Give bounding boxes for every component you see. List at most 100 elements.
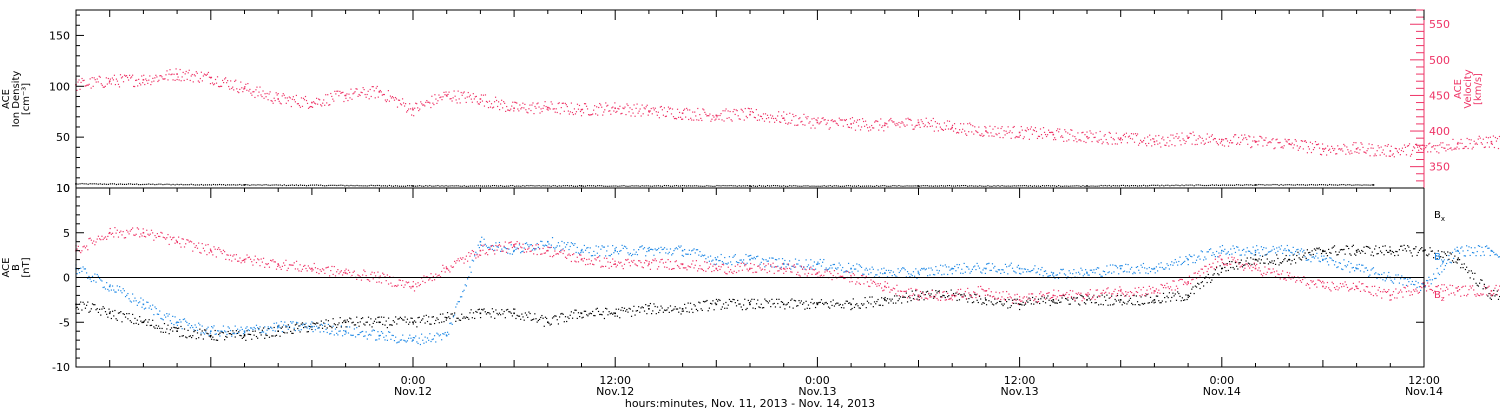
velocity-sample (511, 105, 513, 107)
velocity-sample (218, 86, 221, 88)
bx-sample (804, 308, 806, 310)
bx-sample (301, 322, 304, 324)
bx-sample (740, 306, 742, 308)
velocity-sample (821, 117, 823, 120)
by-sample (668, 251, 670, 253)
bx-sample (1146, 293, 1148, 296)
velocity-sample (1294, 138, 1296, 141)
bx-sample (858, 307, 860, 309)
velocity-sample (1329, 148, 1331, 150)
velocity-sample (120, 77, 123, 79)
velocity-sample (1217, 144, 1220, 146)
by-sample (1422, 283, 1424, 285)
by-sample (429, 333, 431, 335)
velocity-sample (1279, 141, 1281, 144)
velocity-sample (85, 85, 87, 87)
bx-point (614, 312, 616, 315)
by-sample (1197, 256, 1199, 258)
bx-sample (609, 313, 611, 315)
density-sample (730, 184, 732, 187)
by-sample (937, 272, 939, 274)
velocity-sample (142, 82, 144, 84)
bx-sample (1253, 263, 1255, 265)
by-sample (1085, 269, 1087, 271)
density-sample (154, 184, 156, 186)
bx-sample (423, 315, 425, 317)
velocity-sample (636, 103, 638, 105)
density-sample (423, 185, 425, 187)
by-sample (1322, 259, 1324, 262)
velocity-sample (585, 105, 588, 107)
by-sample (367, 334, 370, 336)
velocity-sample (668, 108, 671, 110)
by-sample (1134, 272, 1136, 274)
bx-point (816, 303, 819, 306)
velocity-sample (325, 94, 327, 96)
velocity-sample (447, 93, 449, 96)
velocity-sample (708, 115, 710, 117)
by-sample (1094, 272, 1096, 274)
velocity-sample (784, 119, 786, 121)
by-sample (866, 269, 869, 271)
by-sample (1221, 244, 1224, 247)
velocity-sample (1287, 139, 1289, 141)
bx-sample (604, 307, 607, 309)
velocity-sample (1419, 146, 1421, 148)
bx-sample (901, 302, 903, 304)
by-sample (901, 268, 903, 270)
bx-sample (454, 312, 456, 314)
bx-sample (109, 311, 111, 313)
by-sample (126, 294, 128, 296)
by-sample (1023, 268, 1025, 270)
velocity-sample (389, 95, 392, 97)
velocity-sample (488, 100, 491, 102)
by-sample (938, 270, 940, 272)
velocity-sample (951, 124, 954, 126)
by-sample (897, 268, 899, 270)
velocity-sample (1463, 147, 1465, 149)
bx-sample (1488, 292, 1490, 295)
velocity-sample (1128, 135, 1131, 137)
by-sample (969, 272, 971, 274)
velocity-sample (790, 122, 792, 124)
bx-sample (187, 329, 189, 332)
bx-sample (897, 300, 899, 302)
density-sample (770, 185, 773, 187)
velocity-sample (397, 99, 400, 101)
density-sample (799, 185, 801, 187)
velocity-sample (554, 111, 556, 113)
velocity-sample (192, 81, 194, 83)
bx-sample (1245, 260, 1247, 262)
velocity-sample (1466, 137, 1468, 140)
by-sample (415, 335, 417, 337)
bx-sample (619, 317, 621, 319)
velocity-sample (269, 91, 271, 93)
bx-sample (666, 309, 668, 311)
density-sample (661, 185, 663, 187)
by-sample (369, 333, 371, 335)
velocity-sample (368, 98, 370, 100)
velocity-sample (1088, 136, 1090, 139)
density-sample (313, 184, 316, 186)
by-sample (1002, 269, 1004, 271)
by-sample (614, 248, 616, 250)
by-sample (673, 249, 675, 252)
bx-sample (1356, 251, 1358, 253)
by-sample (1259, 255, 1261, 257)
velocity-sample (508, 109, 510, 111)
bx-sample (1028, 297, 1030, 299)
density-sample (975, 185, 977, 187)
density-sample (431, 185, 433, 187)
bx-sample (1311, 250, 1313, 252)
bx-point (884, 299, 886, 301)
velocity-sample (1124, 136, 1127, 138)
bx-sample (1076, 297, 1078, 299)
by-sample (1491, 250, 1494, 252)
density-sample (1153, 184, 1155, 186)
bx-sample (122, 313, 124, 315)
density-sample (208, 184, 211, 186)
bx-sample (964, 295, 966, 297)
density-sample (906, 185, 908, 187)
density-sample (467, 185, 469, 187)
density-sample (1047, 185, 1050, 187)
